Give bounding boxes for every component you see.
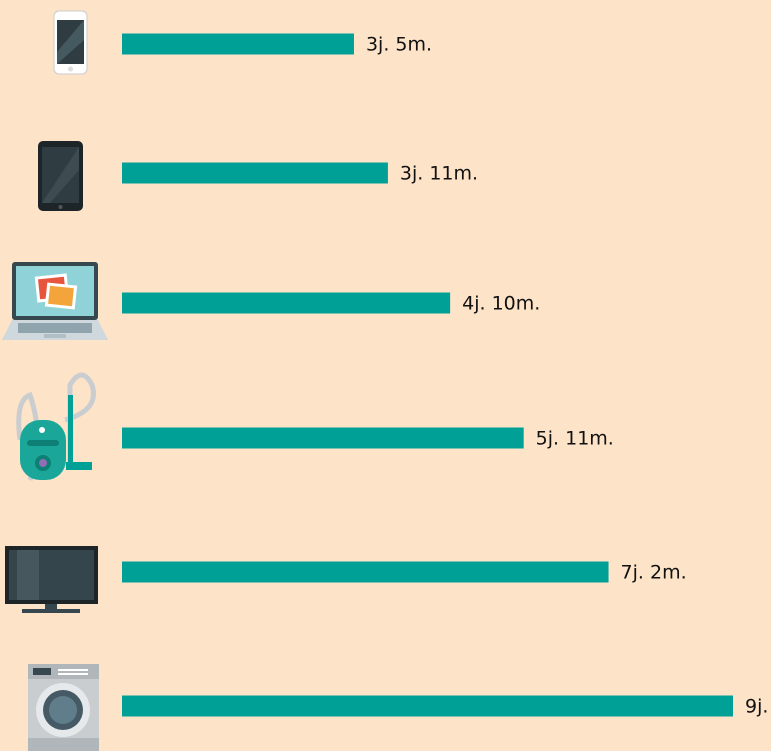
- bar: [122, 562, 609, 583]
- value-label: 9j.: [745, 696, 768, 718]
- value-label: 7j. 2m.: [621, 562, 687, 584]
- value-label: 5j. 11m.: [536, 428, 614, 450]
- value-label: 4j. 10m.: [462, 293, 540, 315]
- icon-vacuum: [19, 375, 94, 480]
- chart: 3j. 5m. 3j. 11m. 4j. 10m. 5j. 11m. 7j. 2m. 9j…: [0, 0, 771, 751]
- icon-tv: [5, 546, 98, 613]
- bar: [122, 293, 450, 314]
- bar: [122, 163, 388, 184]
- bar: [122, 428, 524, 449]
- icon-tablet: [38, 141, 83, 211]
- page: {"chart_data": {"type": "bar", "orientat…: [0, 0, 771, 751]
- value-label: 3j. 11m.: [400, 163, 478, 185]
- icon-laptop: [2, 262, 108, 340]
- value-label: 3j. 5m.: [366, 34, 432, 56]
- icon-phone: [54, 11, 87, 74]
- icon-washing-machine: [28, 664, 99, 751]
- bar: [122, 696, 733, 717]
- bar: [122, 34, 354, 55]
